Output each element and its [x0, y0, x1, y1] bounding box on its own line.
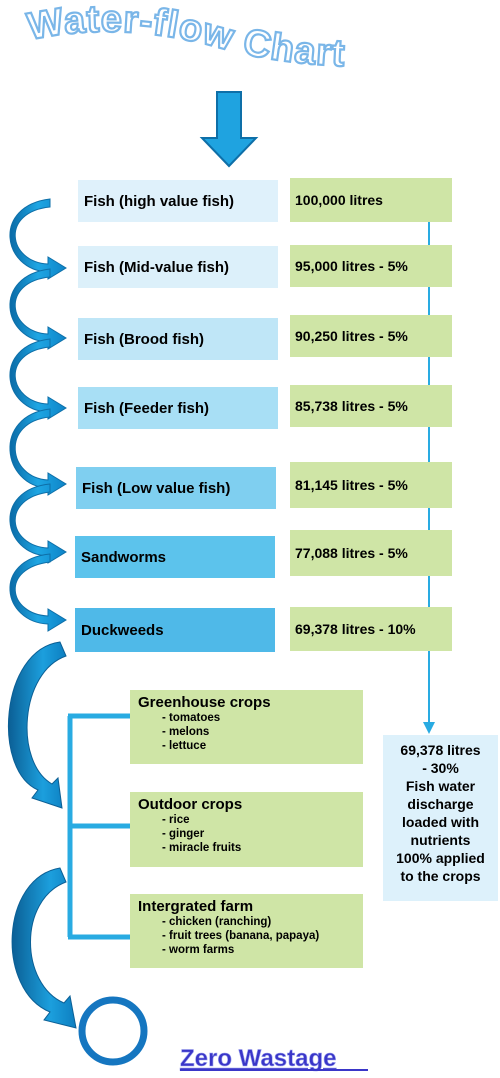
curved-arrow-icon — [10, 269, 66, 349]
summary-line: loaded with — [383, 813, 498, 831]
summary-line: nutrients — [383, 831, 498, 849]
curved-arrow-icon — [10, 199, 66, 279]
stage-volume-duckweeds: 69,378 litres - 10% — [290, 607, 452, 651]
large-curved-arrow-icon — [12, 868, 76, 1028]
crop-item: - melons — [138, 725, 355, 739]
crop-box-outdoor: Outdoor crops - rice - ginger - miracle … — [130, 792, 363, 867]
crop-item: - rice — [138, 813, 355, 827]
summary-line: 69,378 litres — [383, 741, 498, 759]
discharge-summary: 69,378 litres - 30% Fish water discharge… — [383, 735, 498, 901]
crop-box-greenhouse: Greenhouse crops - tomatoes - melons - l… — [130, 690, 363, 764]
large-curved-arrow-icon — [8, 642, 66, 808]
stage-volume-high-value-fish: 100,000 litres — [290, 178, 452, 222]
stage-label-low-value-fish: Fish (Low value fish) — [76, 467, 276, 509]
crop-title: Intergrated farm — [138, 898, 355, 915]
summary-line: 100% applied — [383, 849, 498, 867]
summary-line: Fish water — [383, 777, 498, 795]
summary-line: to the crops — [383, 867, 498, 885]
summary-line: - 30% — [383, 759, 498, 777]
crop-item: - lettuce — [138, 739, 355, 753]
stage-volume-feeder-fish: 85,738 litres - 5% — [290, 385, 452, 427]
zero-circle-icon — [82, 1000, 144, 1062]
summary-line: discharge — [383, 795, 498, 813]
crop-box-integrated-farm: Intergrated farm - chicken (ranching) - … — [130, 894, 363, 968]
stage-label-high-value-fish: Fish (high value fish) — [78, 180, 278, 222]
crop-connector — [68, 716, 131, 937]
footer-title: Zero Wastage — [180, 1045, 336, 1072]
curved-arrow-icon — [10, 554, 66, 631]
page-title: Water-flow Chart — [24, 0, 346, 75]
stage-volume-brood-fish: 90,250 litres - 5% — [290, 315, 452, 357]
crop-item: - fruit trees (banana, papaya) — [138, 929, 355, 943]
curved-arrow-icon — [10, 409, 66, 495]
down-arrow-icon — [202, 92, 256, 166]
stage-volume-sandworms: 77,088 litres - 5% — [290, 530, 452, 576]
crop-item: - ginger — [138, 827, 355, 841]
crop-title: Outdoor crops — [138, 796, 355, 813]
stage-label-sandworms: Sandworms — [75, 536, 275, 578]
stage-label-mid-value-fish: Fish (Mid-value fish) — [78, 246, 278, 288]
crop-title: Greenhouse crops — [138, 694, 355, 711]
crop-item: - chicken (ranching) — [138, 915, 355, 929]
stage-label-duckweeds: Duckweeds — [75, 608, 275, 652]
curved-arrow-icon — [10, 484, 66, 563]
curved-arrow-icon — [10, 339, 66, 419]
title-graphic: Water-flow Chart — [0, 0, 500, 90]
crop-item: - worm farms — [138, 943, 355, 957]
stage-label-feeder-fish: Fish (Feeder fish) — [78, 387, 278, 429]
stage-volume-mid-value-fish: 95,000 litres - 5% — [290, 245, 452, 287]
stage-label-brood-fish: Fish (Brood fish) — [78, 318, 278, 360]
stage-volume-low-value-fish: 81,145 litres - 5% — [290, 462, 452, 508]
crop-item: - miracle fruits — [138, 841, 355, 855]
crop-item: - tomatoes — [138, 711, 355, 725]
